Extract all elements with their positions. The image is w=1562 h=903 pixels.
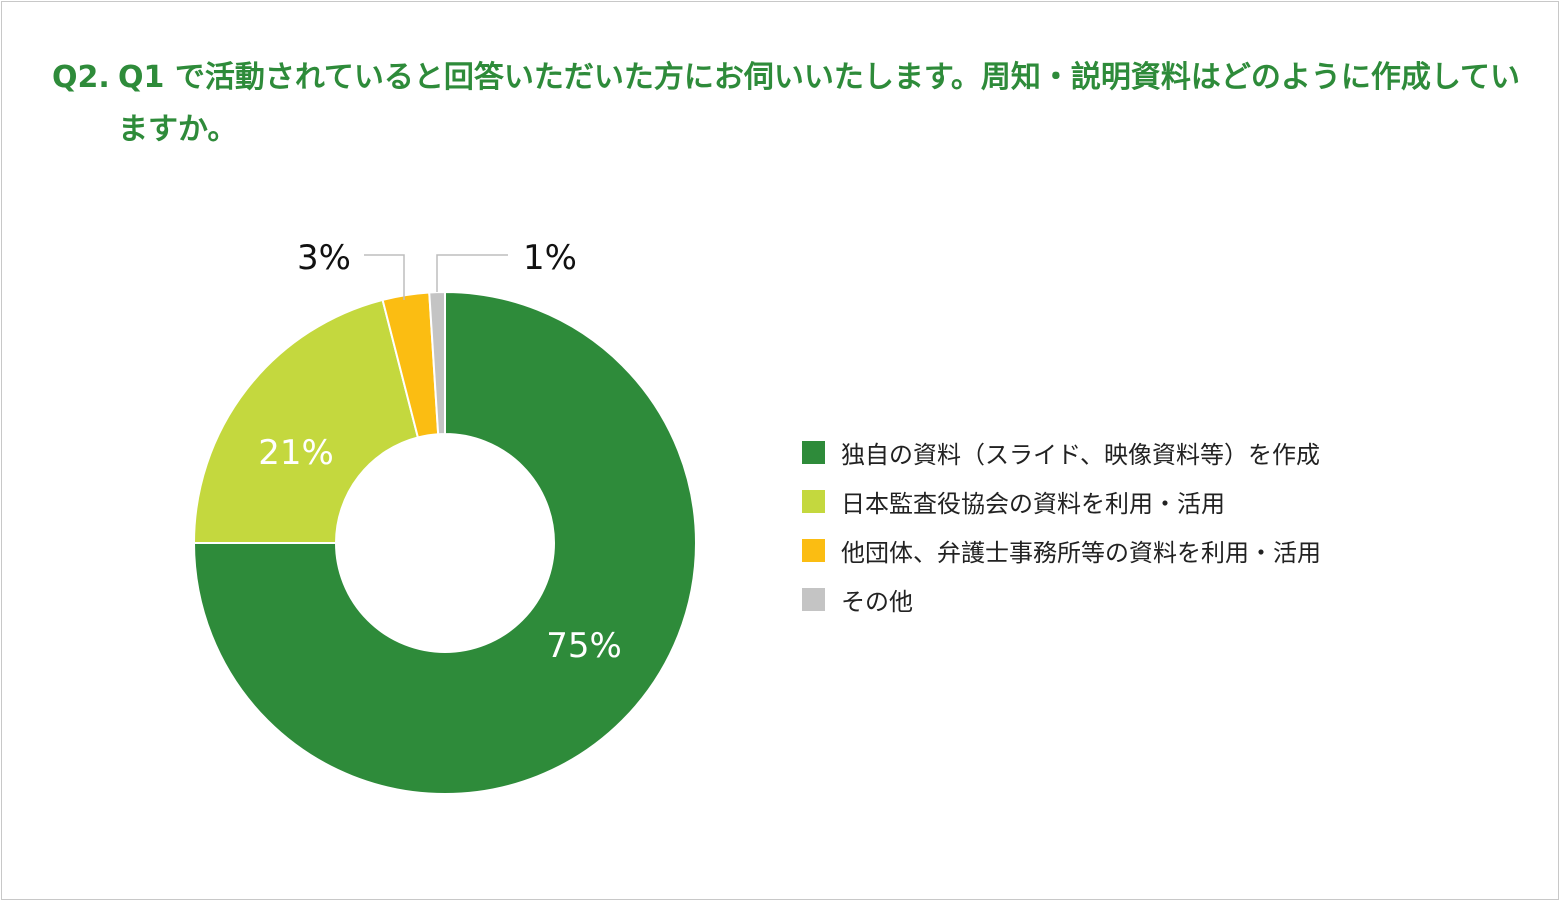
data-label-4: 1% xyxy=(523,238,577,278)
legend-swatch-2 xyxy=(802,490,825,513)
legend-label-2: 日本監査役協会の資料を利用・活用 xyxy=(841,490,1225,518)
legend-swatch-3 xyxy=(802,539,825,562)
legend-item-1: 独自の資料（スライド、映像資料等）を作成 xyxy=(802,428,1502,477)
data-label-3: 3% xyxy=(297,238,351,278)
question-number: Q2. xyxy=(52,60,110,95)
leader-line-3 xyxy=(364,254,405,300)
legend-label-4: その他 xyxy=(841,588,913,616)
callout-leader-lines xyxy=(364,254,508,300)
legend-label-3: 他団体、弁護士事務所等の資料を利用・活用 xyxy=(841,539,1321,567)
donut-slices xyxy=(192,290,697,795)
legend-label-1: 独自の資料（スライド、映像資料等）を作成 xyxy=(841,441,1321,469)
slice-4 xyxy=(428,290,446,436)
leader-line-4 xyxy=(436,254,508,292)
slice-data-labels: 75% 21% 3% 1% xyxy=(258,238,622,666)
legend-item-4: その他 xyxy=(802,575,1502,624)
legend-item-3: 他団体、弁護士事務所等の資料を利用・活用 xyxy=(802,526,1502,575)
slice-1 xyxy=(192,290,697,795)
chart-title: Q2. Q1 で活動されていると回答いただいた方にお伺いいたします。周知・説明資… xyxy=(52,52,1522,156)
slice-2 xyxy=(192,298,420,544)
data-label-2: 21% xyxy=(258,433,334,473)
legend: 独自の資料（スライド、映像資料等）を作成 日本監査役協会の資料を利用・活用他団体、… xyxy=(802,428,1502,624)
legend-swatch-4 xyxy=(802,588,825,611)
legend-swatch-1 xyxy=(802,441,825,464)
data-label-1: 75% xyxy=(546,626,622,666)
question-text: Q1 で活動されていると回答いただいた方にお伺いいたします。周知・説明資料はどの… xyxy=(118,60,1521,147)
legend-item-2: 日本監査役協会の資料を利用・活用 xyxy=(802,477,1502,526)
